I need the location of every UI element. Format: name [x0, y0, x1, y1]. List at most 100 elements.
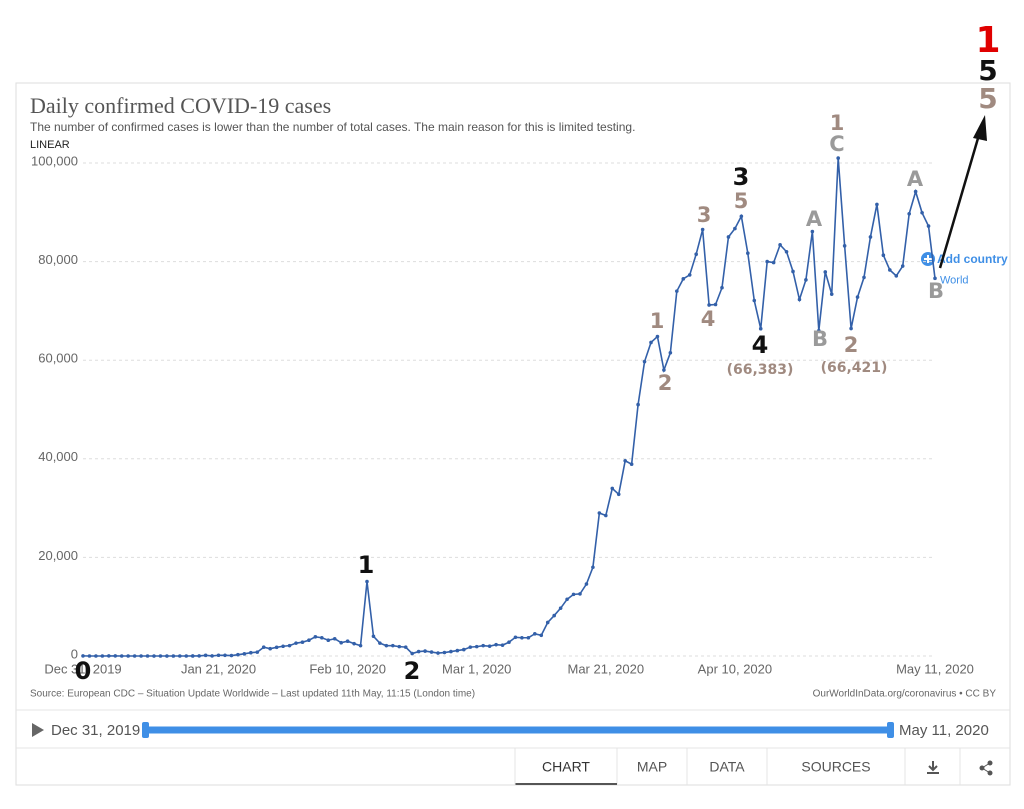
point [739, 214, 744, 219]
point [294, 641, 298, 645]
point [817, 328, 821, 333]
y-tick-label: 60,000 [38, 351, 78, 366]
point [713, 302, 718, 307]
tab[interactable]: DATA [709, 759, 745, 775]
point [184, 654, 189, 658]
card [15, 82, 1011, 786]
point [268, 646, 272, 651]
point [100, 654, 105, 658]
point [178, 654, 182, 658]
share-button[interactable] [979, 760, 993, 776]
point [771, 260, 776, 265]
tab[interactable]: MAP [637, 759, 667, 775]
annotation: (66,383) [727, 362, 794, 378]
point [578, 592, 582, 596]
point [474, 644, 479, 649]
download-button[interactable] [927, 761, 939, 774]
x-tick-label: Jan 21, 2020 [181, 661, 256, 676]
point [190, 654, 195, 658]
point [429, 650, 434, 654]
point [442, 650, 447, 655]
timeline-start: Dec 31, 2019 [51, 722, 140, 739]
point [423, 649, 427, 653]
timeline-end: May 11, 2020 [899, 722, 989, 739]
point [675, 289, 679, 293]
point [410, 651, 414, 656]
y-tick-label: 80,000 [38, 252, 78, 267]
arrow [938, 127, 983, 269]
annotation: B [812, 327, 828, 351]
point [210, 654, 214, 658]
add-country[interactable]: Add country [937, 252, 1008, 266]
point [229, 653, 234, 658]
point [920, 210, 924, 215]
timeline-handle[interactable] [887, 722, 894, 738]
point [610, 486, 615, 491]
point [791, 269, 795, 274]
point [881, 253, 886, 257]
point [829, 292, 834, 296]
point [416, 649, 421, 654]
download-icon [927, 761, 939, 774]
point [797, 297, 802, 302]
point [849, 326, 853, 331]
y-tick-label: 100,000 [31, 153, 78, 168]
x-tick-label: Mar 21, 2020 [568, 661, 645, 676]
point [313, 634, 318, 639]
point [687, 273, 692, 277]
tab[interactable]: SOURCES [801, 759, 870, 775]
point [539, 633, 544, 638]
point [733, 226, 737, 231]
point [326, 638, 331, 643]
point [449, 649, 453, 654]
point [119, 654, 124, 658]
point [642, 359, 647, 364]
point [203, 653, 208, 658]
point [255, 650, 260, 654]
point [700, 227, 705, 232]
point [565, 597, 569, 602]
point [171, 654, 176, 658]
x-tick-label: May 11, 2020 [896, 661, 974, 676]
point [391, 643, 395, 648]
point [526, 635, 531, 640]
timeline-handle[interactable] [142, 722, 149, 738]
tab[interactable]: CHART [542, 759, 590, 775]
point [139, 654, 143, 658]
point [681, 277, 686, 281]
chart-title: Daily confirmed COVID-19 cases [30, 93, 331, 118]
point [320, 635, 324, 640]
point [378, 641, 382, 645]
point [888, 268, 892, 272]
point [836, 156, 840, 160]
point [487, 644, 492, 648]
annotation: 3 [733, 163, 750, 191]
point [307, 638, 311, 643]
point [623, 458, 627, 463]
point [591, 565, 595, 570]
add-country-icon [924, 255, 932, 263]
play-button[interactable] [32, 723, 44, 737]
point [597, 511, 602, 515]
point [358, 643, 363, 648]
annotation: (66,421) [821, 360, 888, 376]
point [752, 298, 757, 303]
point [352, 641, 356, 646]
annotation: B [928, 279, 944, 303]
point [158, 654, 163, 658]
point [242, 652, 247, 656]
point [384, 643, 389, 648]
annotation: 0 [75, 657, 92, 685]
point [545, 620, 550, 625]
point [332, 636, 337, 641]
point [668, 351, 673, 355]
annotation: 2 [658, 371, 673, 395]
tab-bar: CHART MAP DATA SOURCES [514, 748, 961, 785]
point [694, 252, 698, 257]
point [287, 643, 292, 648]
scale-toggle[interactable]: LINEAR [30, 139, 70, 151]
x-tick-label: Apr 10, 2020 [698, 661, 772, 676]
point [558, 606, 563, 610]
point [500, 643, 505, 647]
point [875, 202, 879, 207]
